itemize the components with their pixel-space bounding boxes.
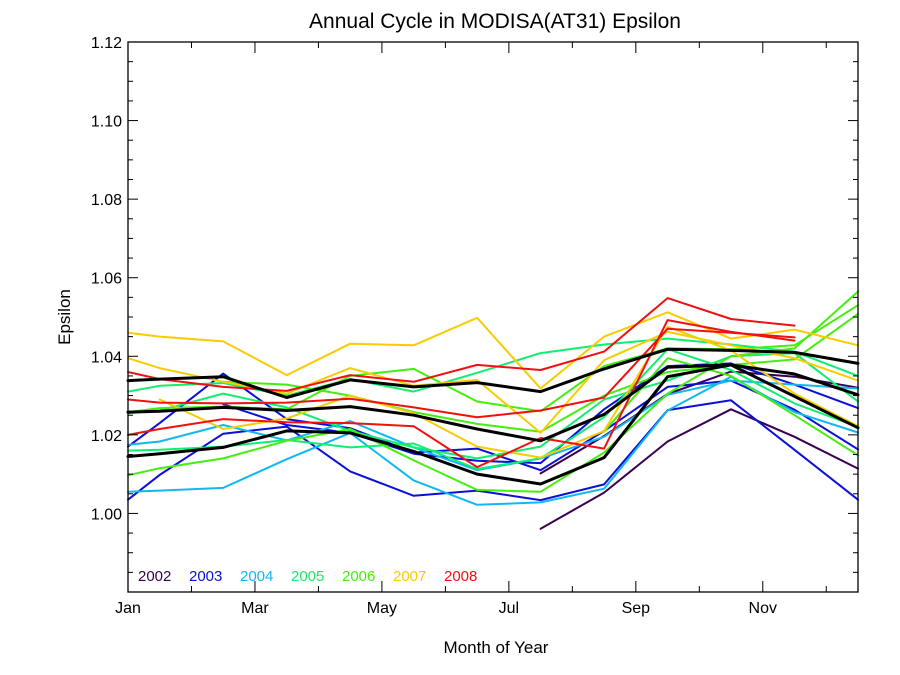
series-line-23 [126,363,860,486]
legend-item-2003: 2003 [189,568,222,585]
legend-item-2006: 2006 [342,568,375,585]
legend-item-2007: 2007 [393,568,426,585]
y-axis-label: Epsilon [55,289,74,345]
y-tick-label: 1.08 [91,192,122,209]
series-line-11 [127,290,859,493]
x-tick-label: Mar [241,600,269,617]
series-line-1 [539,408,859,530]
x-axis-label: Month of Year [444,638,549,657]
series-layer [126,290,860,530]
series-line-21 [126,347,860,399]
legend-item-2008: 2008 [444,568,477,585]
y-tick-label: 1.02 [91,428,122,445]
x-tick-label: Sep [622,600,651,617]
series-line-15 [127,311,859,390]
legend-item-2005: 2005 [291,568,324,585]
y-tick-label: 1.12 [91,35,122,52]
tick-layer: Jan Mar May Jul Sep Nov 1.00 1.02 1.04 1.06 1.08 1.… [91,35,858,617]
series-line-20 [127,327,796,419]
legend-item-2004: 2004 [240,568,273,585]
chart-title: Annual Cycle in MODISA(AT31) Epsilon [309,10,681,33]
plot-frame [127,41,859,593]
x-tick-label: Jul [499,600,519,617]
series-line-18 [127,297,796,392]
y-tick-label: 1.06 [91,271,122,288]
series-line-16 [127,330,859,434]
series-line-7 [127,379,859,472]
y-tick-label: 1.04 [91,349,122,366]
x-tick-label: Jan [115,600,141,617]
series-line-19 [127,319,796,469]
x-tick-label: May [367,600,397,617]
legend-item-2002: 2002 [138,568,171,585]
y-tick-label: 1.00 [91,506,122,523]
y-tick-label: 1.10 [91,114,122,131]
legend: 2002 2003 2004 2005 2006 2007 2008 [138,568,477,585]
x-tick-label: Nov [749,600,777,617]
series-line-5 [222,362,859,465]
